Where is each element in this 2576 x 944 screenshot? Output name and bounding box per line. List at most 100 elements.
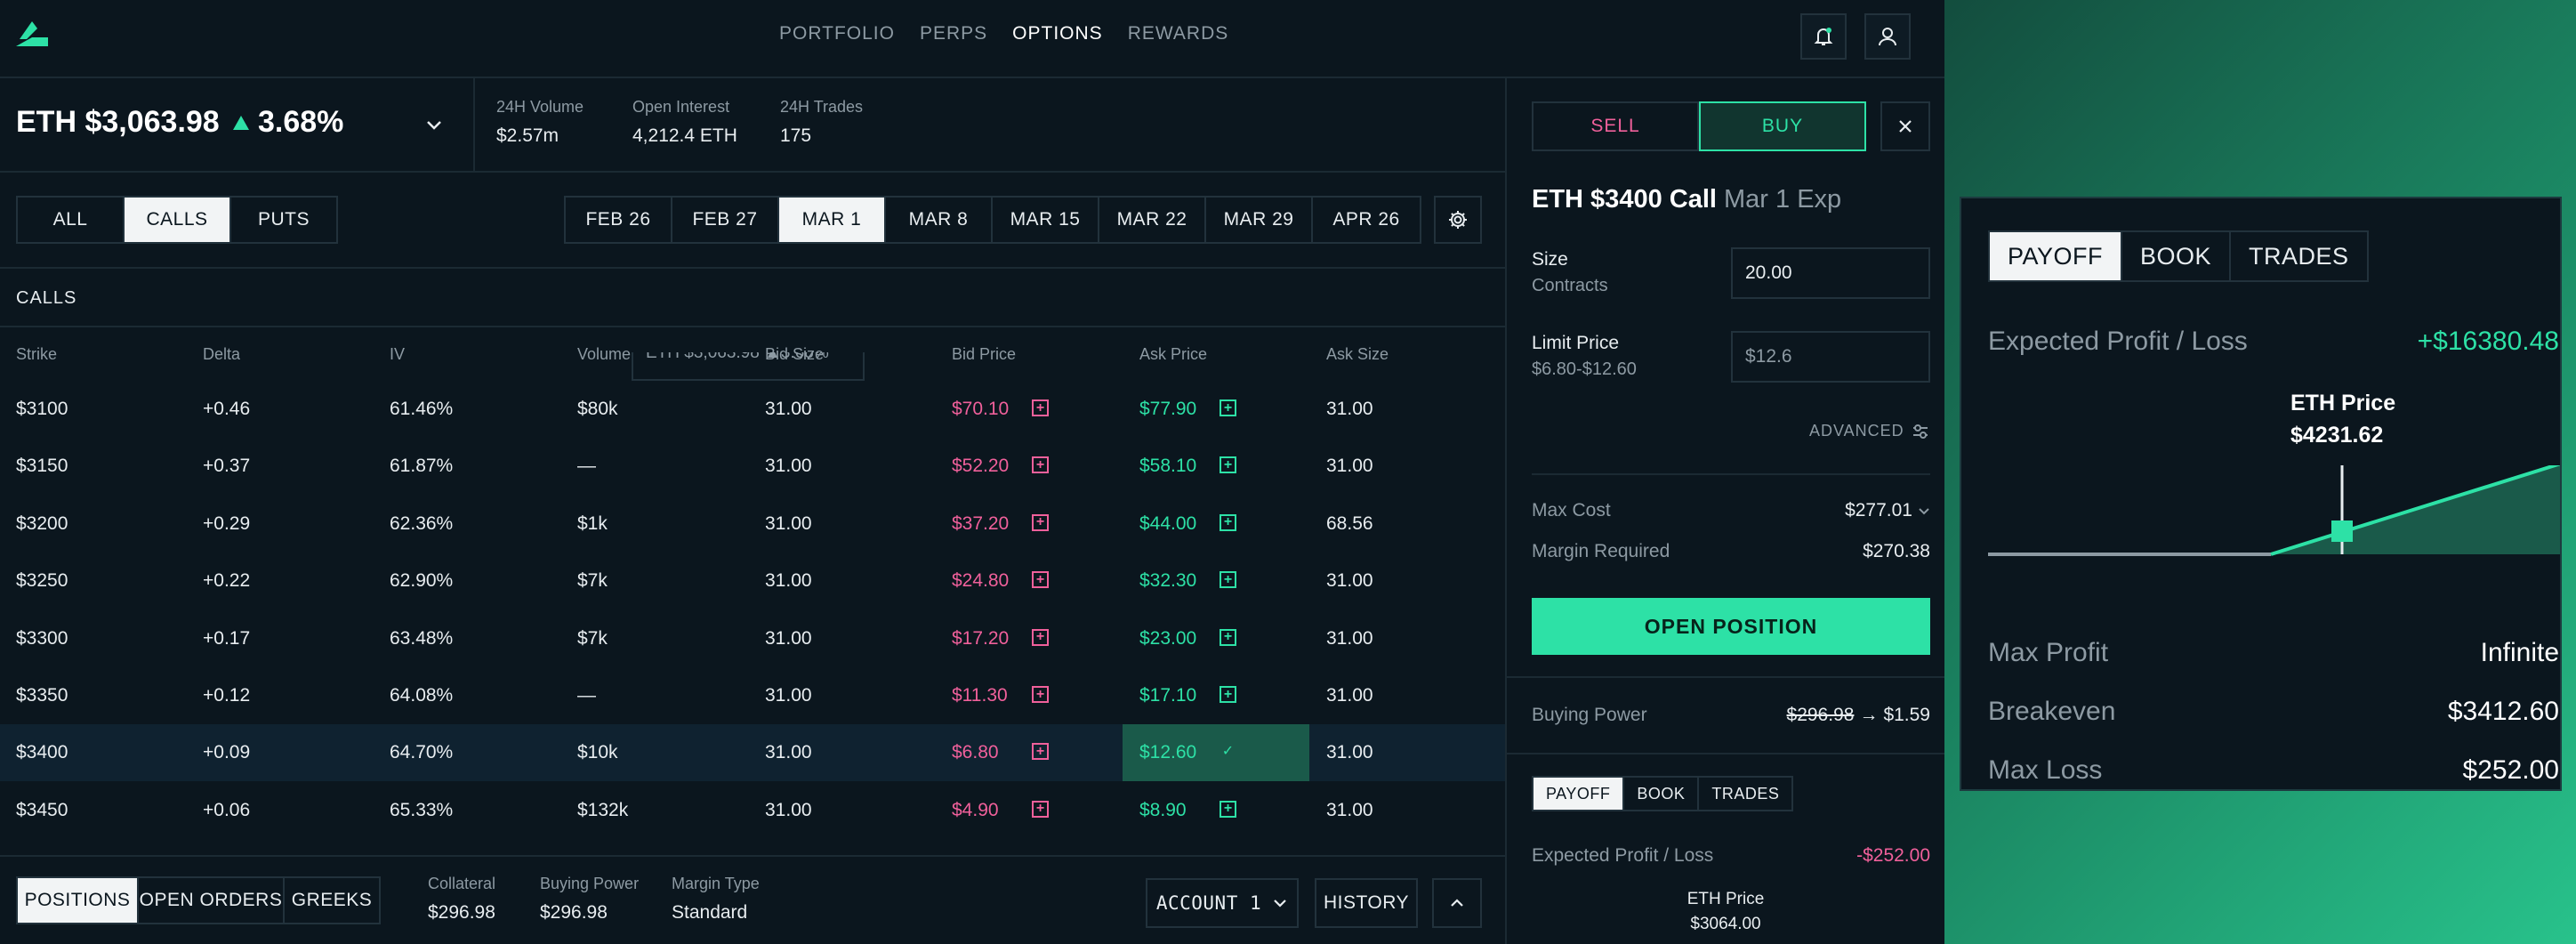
selected-ask-cell[interactable]	[1123, 724, 1309, 782]
expand-button[interactable]	[1432, 878, 1482, 928]
chevron-down-icon[interactable]	[423, 114, 445, 135]
expiry-feb-26[interactable]: FEB 26	[566, 198, 672, 242]
zoom-tab-trades[interactable]: TRADES	[2249, 242, 2349, 270]
add-ask-plus-icon[interactable]: +	[1220, 399, 1236, 416]
table-row[interactable]: $3200 +0.29 62.36% $1k 31.00 $37.20 $44.00 68.5…	[0, 496, 1505, 553]
cell-ask-size: 31.00	[1326, 742, 1373, 763]
cell-bid[interactable]: $52.20	[952, 456, 1010, 477]
zoom-tab-book[interactable]: BOOK	[2122, 232, 2232, 280]
add-ask-plus-icon[interactable]: +	[1220, 456, 1236, 474]
cell-bid[interactable]: $11.30	[952, 685, 1008, 706]
cell-ask[interactable]: $17.10	[1139, 685, 1197, 706]
max-cost-value: $277.01	[1845, 500, 1912, 520]
add-bid-plus-icon[interactable]: +	[1032, 743, 1049, 761]
logo-icon[interactable]	[14, 20, 50, 50]
cell-volume: $1k	[577, 512, 608, 534]
notifications-button[interactable]	[1800, 13, 1847, 60]
table-row[interactable]: $3300 +0.17 63.48% $7k 31.00 $17.20 $23.00 31.0…	[0, 610, 1505, 667]
buy-button[interactable]: BUY	[1699, 101, 1866, 151]
cell-ask[interactable]: $12.60	[1139, 742, 1197, 763]
eth-price-value: $3064.00	[1690, 915, 1761, 933]
cell-ask[interactable]: $58.10	[1139, 456, 1197, 477]
cell-bid[interactable]: $6.80	[952, 742, 999, 763]
nav-options[interactable]: OPTIONS	[1012, 23, 1103, 44]
expiry-mar-15[interactable]: MAR 15	[993, 198, 1099, 242]
cell-delta: +0.06	[203, 799, 251, 820]
open-position-button[interactable]: OPEN POSITION	[1532, 598, 1930, 655]
history-button[interactable]: HISTORY	[1315, 878, 1418, 928]
tab-trades[interactable]: TRADES	[1711, 784, 1780, 803]
history-label: HISTORY	[1323, 892, 1410, 913]
add-bid-plus-icon[interactable]: +	[1032, 513, 1049, 531]
expiry-mar-1[interactable]: MAR 1	[779, 198, 886, 242]
size-input[interactable]	[1731, 247, 1930, 299]
cell-bid[interactable]: $4.90	[952, 799, 999, 820]
cell-delta: +0.29	[203, 512, 251, 534]
add-bid-plus-icon[interactable]: +	[1032, 628, 1049, 646]
cell-ask[interactable]: $32.30	[1139, 570, 1197, 592]
nav-portfolio[interactable]: PORTFOLIO	[779, 23, 895, 44]
cell-bid[interactable]: $17.20	[952, 627, 1010, 649]
cell-ask[interactable]: $77.90	[1139, 399, 1197, 419]
check-icon[interactable]: ✓	[1221, 743, 1235, 759]
tab-payoff[interactable]: PAYOFF	[1534, 778, 1625, 810]
expiry-mar-29[interactable]: MAR 29	[1206, 198, 1313, 242]
tab-positions[interactable]: POSITIONS	[18, 878, 139, 923]
table-row[interactable]: $3100 +0.46 61.46% $80k 31.00 $70.10 $77.90 31.…	[0, 381, 1505, 438]
account-button[interactable]	[1864, 13, 1911, 60]
nav-rewards[interactable]: REWARDS	[1127, 23, 1229, 44]
cell-ask[interactable]: $23.00	[1139, 627, 1197, 649]
add-ask-plus-icon[interactable]: +	[1220, 513, 1236, 531]
nav-links: PORTFOLIO PERPS OPTIONS REWARDS	[779, 23, 1228, 44]
add-bid-plus-icon[interactable]: +	[1032, 686, 1049, 703]
expiry-mar-22[interactable]: MAR 22	[1099, 198, 1206, 242]
cell-ask[interactable]: $8.90	[1139, 799, 1187, 820]
expiry-apr-26[interactable]: APR 26	[1332, 209, 1400, 230]
advanced-toggle[interactable]: ADVANCED	[1809, 422, 1929, 440]
zoom-eth-price-label: ETH Price	[2290, 391, 2396, 416]
cell-bid[interactable]: $37.20	[952, 512, 1010, 534]
max-cost-label: Max Cost	[1532, 500, 1611, 520]
zoom-tab-payoff[interactable]: PAYOFF	[1990, 232, 2123, 280]
stat-label: Margin Type	[672, 875, 760, 892]
margin-value: $270.38	[1863, 541, 1930, 561]
add-bid-plus-icon[interactable]: +	[1032, 800, 1049, 818]
table-row[interactable]: $3350 +0.12 64.08% — 31.00 $11.30 $17.10 31.00 +…	[0, 667, 1505, 724]
settings-button[interactable]	[1434, 196, 1482, 244]
cell-bid[interactable]: $70.10	[952, 399, 1010, 419]
payoff-chart[interactable]	[1961, 465, 2562, 572]
cell-bid[interactable]: $24.80	[952, 570, 1010, 592]
gear-icon	[1449, 211, 1467, 229]
add-ask-plus-icon[interactable]: +	[1220, 628, 1236, 646]
table-row[interactable]: $3400 +0.09 64.70% $10k 31.00 $6.80 $12.60 31.0…	[0, 724, 1505, 782]
add-ask-plus-icon[interactable]: +	[1220, 686, 1236, 703]
add-bid-plus-icon[interactable]: +	[1032, 571, 1049, 589]
price-cursor-handle[interactable]	[2331, 520, 2353, 542]
limit-price-input[interactable]	[1731, 331, 1930, 383]
filter-puts[interactable]: PUTS	[257, 209, 310, 230]
sell-button[interactable]: SELL	[1532, 101, 1699, 151]
account-select[interactable]: ACCOUNT 1	[1146, 878, 1299, 928]
tab-open-orders[interactable]: OPEN ORDERS	[139, 878, 285, 923]
add-ask-plus-icon[interactable]: +	[1220, 800, 1236, 818]
table-row[interactable]: $3450 +0.06 65.33% $132k 31.00 $4.90 $8.90 31.0…	[0, 782, 1505, 839]
col-bid-size: Bid Size	[765, 345, 825, 363]
filter-calls[interactable]: CALLS	[125, 198, 231, 242]
expiry-mar-8[interactable]: MAR 8	[886, 198, 993, 242]
max-cost-value-wrap[interactable]: $277.01	[1845, 500, 1930, 521]
cell-volume: $80k	[577, 399, 618, 419]
zoom-tabs: PAYOFF BOOK TRADES	[1988, 230, 2369, 282]
add-bid-plus-icon[interactable]: +	[1032, 399, 1049, 416]
table-row[interactable]: $3150 +0.37 61.87% — 31.00 $52.20 $58.10 31.00 +…	[0, 438, 1505, 495]
filter-all[interactable]: ALL	[18, 198, 125, 242]
expiry-feb-27[interactable]: FEB 27	[672, 198, 779, 242]
add-ask-plus-icon[interactable]: +	[1220, 571, 1236, 589]
add-bid-plus-icon[interactable]: +	[1032, 456, 1049, 474]
table-row[interactable]: $3250 +0.22 62.90% $7k 31.00 $24.80 $32.30 31.0…	[0, 553, 1505, 609]
divider	[1507, 753, 1946, 754]
nav-perps[interactable]: PERPS	[919, 23, 988, 44]
close-button[interactable]	[1880, 101, 1930, 151]
cell-ask[interactable]: $44.00	[1139, 512, 1197, 534]
tab-book[interactable]: BOOK	[1624, 778, 1700, 810]
tab-greeks[interactable]: GREEKS	[291, 890, 373, 910]
